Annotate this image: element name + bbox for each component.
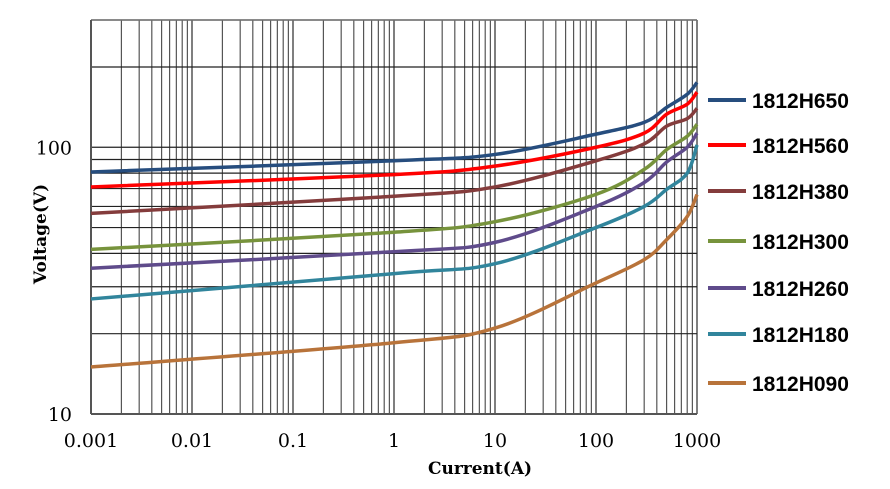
legend-label-1812H260: 1812H260 [752, 278, 849, 301]
legend-label-1812H380: 1812H380 [752, 181, 849, 204]
legend-label-1812H650: 1812H650 [752, 90, 849, 113]
y-tick-label: 10 [48, 404, 72, 426]
x-tick-label: 100 [578, 430, 614, 452]
series-line-1812H650 [90, 81, 699, 174]
y-tick-label: 100 [36, 137, 72, 159]
legend-label-1812H090: 1812H090 [752, 373, 849, 396]
legend-label-1812H560: 1812H560 [752, 135, 849, 158]
series-line-1812H090 [90, 193, 699, 369]
y-axis-label: Voltage(V) [31, 184, 51, 285]
series-line-1812H300 [90, 123, 699, 252]
curves [90, 81, 699, 369]
x-tick-label: 0.1 [278, 430, 308, 452]
legend-label-1812H300: 1812H300 [752, 231, 849, 254]
x-tick-label: 1000 [673, 430, 721, 452]
x-tick-label: 0.01 [171, 430, 213, 452]
grid [90, 19, 698, 415]
legend: 1812H650 1812H560 1812H380 1812H300 1812H260… [708, 90, 849, 396]
x-tick-label: 0.001 [64, 430, 118, 452]
series-line-1812H560 [90, 90, 699, 189]
x-tick-label: 10 [483, 430, 507, 452]
series-line-1812H180 [90, 144, 699, 301]
x-tick-labels: 0.001 0.01 0.1 1 10 100 1000 [64, 430, 721, 452]
legend-label-1812H180: 1812H180 [752, 324, 849, 347]
series-line-1812H380 [90, 107, 699, 216]
x-axis-label: Current(A) [428, 459, 532, 479]
series-line-1812H260 [90, 132, 699, 270]
x-tick-label: 1 [388, 430, 400, 452]
y-tick-labels: 10 100 [36, 137, 72, 426]
